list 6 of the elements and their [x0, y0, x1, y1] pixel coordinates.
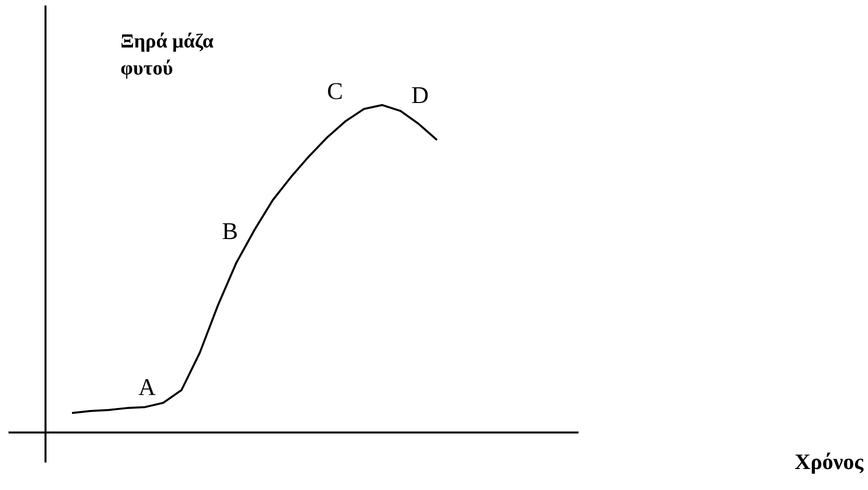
- annotation: B: [222, 219, 238, 245]
- annotation: D: [411, 83, 429, 109]
- annotation: A: [138, 375, 156, 401]
- text: C: [326, 79, 344, 105]
- text: Χρόνος: [794, 449, 864, 474]
- y-axis-title: Ξηρά μάζα φυτού: [120, 30, 214, 80]
